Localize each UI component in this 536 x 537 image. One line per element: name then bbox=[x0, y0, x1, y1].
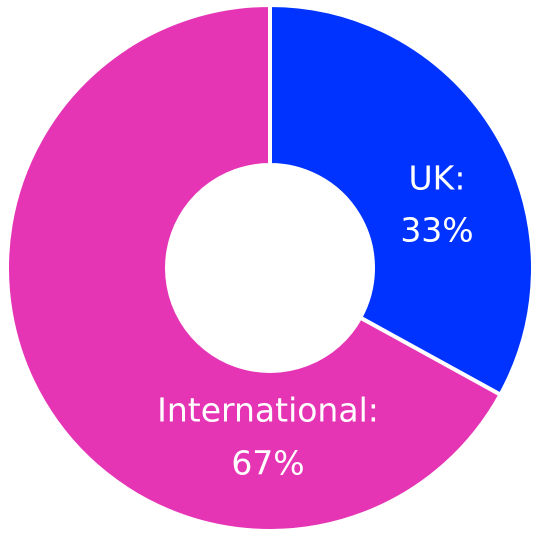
slice-category-label: UK: bbox=[409, 159, 466, 198]
slice-value-label: 67% bbox=[231, 444, 304, 483]
donut-slice bbox=[268, 2, 535, 398]
donut-slice bbox=[5, 2, 504, 533]
slice-category-label: International: bbox=[157, 391, 379, 430]
slice-value-label: 33% bbox=[400, 211, 473, 250]
